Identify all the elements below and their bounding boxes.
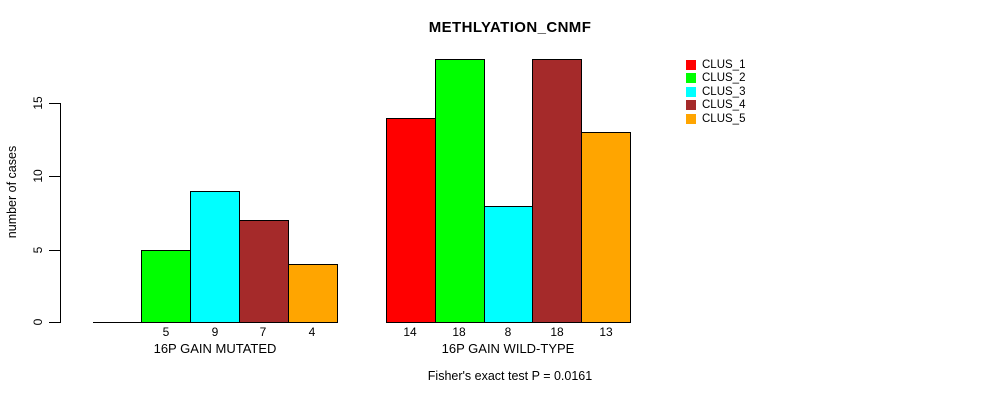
y-axis-label: number of cases	[5, 145, 19, 239]
bar-clus_4	[239, 220, 289, 323]
bar-value-label: 8	[504, 325, 512, 339]
legend-item: CLUS_1	[686, 58, 745, 72]
bar-value-label: 5	[162, 325, 170, 339]
bar-value-label: 18	[452, 325, 466, 339]
legend-item: CLUS_3	[686, 85, 745, 99]
legend-swatch-clus_5	[686, 113, 696, 124]
y-tick-label: 15	[31, 96, 45, 110]
bar-clus_2	[435, 59, 485, 323]
fisher-test-annotation: Fisher's exact test P = 0.0161	[427, 369, 593, 383]
legend-label: CLUS_5	[702, 112, 746, 125]
bar-value-label: 18	[550, 325, 564, 339]
bar-clus_3	[484, 206, 534, 323]
y-axis-tick	[49, 103, 60, 104]
y-axis-tick	[49, 322, 60, 323]
legend-item: CLUS_5	[686, 112, 745, 126]
y-tick-label: 5	[31, 246, 45, 254]
legend-label: CLUS_2	[702, 72, 746, 85]
y-tick-label: 0	[31, 318, 45, 326]
y-axis-tick	[49, 176, 60, 177]
chart-title: METHLYATION_CNMF	[428, 19, 592, 36]
y-axis-tick	[49, 250, 60, 251]
legend: CLUS_1 CLUS_2 CLUS_3 CLUS_4 CLUS_5	[686, 58, 745, 126]
legend-swatch-clus_1	[686, 59, 696, 70]
legend-swatch-clus_2	[686, 73, 696, 84]
bar-clus_3	[190, 191, 240, 323]
legend-swatch-clus_3	[686, 86, 696, 97]
legend-swatch-clus_4	[686, 100, 696, 111]
legend-label: CLUS_1	[702, 58, 746, 71]
bar-clus_1	[386, 118, 436, 323]
bar-clus_2	[141, 250, 191, 323]
legend-label: CLUS_3	[702, 85, 746, 98]
bar-value-label: 9	[211, 325, 219, 339]
bar-value-label: 7	[259, 325, 267, 339]
bar-clus_5	[581, 132, 631, 323]
bar-clus_4	[532, 59, 582, 323]
legend-item: CLUS_2	[686, 72, 745, 86]
y-axis-line	[60, 103, 61, 323]
bar-value-label: 13	[599, 325, 613, 339]
legend-label: CLUS_4	[702, 99, 746, 112]
y-tick-label: 10	[31, 169, 45, 183]
bar-clus_1-zero	[93, 322, 142, 323]
legend-item: CLUS_4	[686, 99, 745, 113]
group-label: 16P GAIN MUTATED	[153, 341, 277, 356]
bar-value-label: 14	[403, 325, 417, 339]
bar-value-label: 4	[308, 325, 316, 339]
bar-clus_5	[288, 264, 338, 323]
group-label: 16P GAIN WILD-TYPE	[441, 341, 575, 356]
